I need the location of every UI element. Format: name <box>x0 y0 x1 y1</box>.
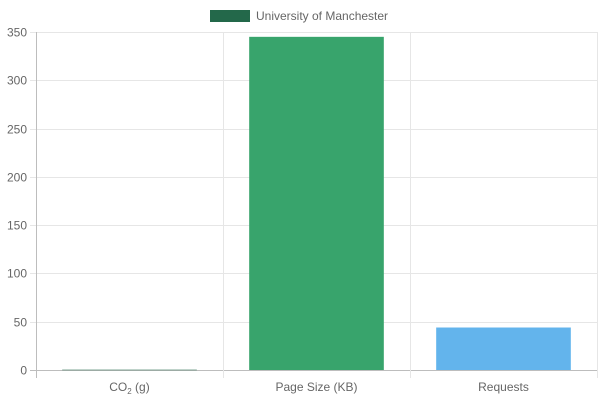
x-tick-label-text: Page Size (KB) <box>275 380 357 394</box>
x-tick-label: CO2 (g) <box>109 380 149 396</box>
x-tick-label-subscript: 2 <box>127 387 132 396</box>
y-tick-label: 250 <box>7 123 27 137</box>
y-tick-label: 100 <box>7 267 27 281</box>
axes: 0 50 100 150 200 250 300 350 CO2 (g) Page Size (K… <box>7 26 529 397</box>
y-tick-label: 0 <box>20 364 27 378</box>
bar[interactable] <box>436 327 571 370</box>
x-tick-label-suffix: (g) <box>132 380 150 394</box>
y-tick-label: 350 <box>7 26 27 40</box>
x-tick-label: Page Size (KB) <box>275 380 357 394</box>
y-tick-label: 50 <box>14 316 28 330</box>
y-tick-label: 150 <box>7 219 27 233</box>
x-tick-label-text: CO <box>109 380 127 394</box>
legend-label[interactable]: University of Manchester <box>256 9 388 23</box>
bar[interactable] <box>249 36 384 370</box>
y-tick-label: 300 <box>7 74 27 88</box>
x-tick-label: Requests <box>478 380 529 394</box>
bar[interactable] <box>62 369 197 371</box>
x-tick-label-text: Requests <box>478 380 529 394</box>
bars <box>62 36 571 371</box>
legend[interactable]: University of Manchester <box>210 9 388 23</box>
legend-swatch[interactable] <box>210 10 250 22</box>
y-tick-label: 200 <box>7 171 27 185</box>
